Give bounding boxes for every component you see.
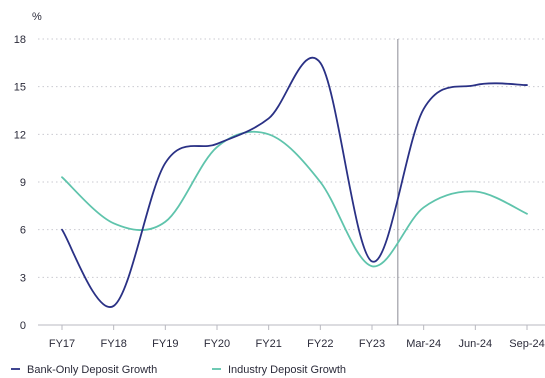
- x-tick-label: Jun-24: [459, 338, 493, 350]
- x-axis-ticks: FY17 FY18 FY19 FY20 FY21 FY22 FY23 Mar-24 Jun-24…: [49, 325, 545, 350]
- data-point-bank-only-deposit-growth: [319, 62, 321, 64]
- data-point-bank-only-deposit-growth: [526, 84, 528, 86]
- data-point-bank-only-deposit-growth: [371, 261, 373, 263]
- gridlines: [38, 38, 545, 278]
- y-tick-label: 12: [14, 129, 26, 141]
- data-point-industry-deposit-growth: [474, 191, 476, 193]
- data-point-industry-deposit-growth: [164, 221, 166, 223]
- series-line-bank-only-deposit-growth: [61, 56, 528, 308]
- data-point-industry-deposit-growth: [216, 146, 218, 148]
- legend-label: Bank-Only Deposit Growth: [27, 364, 157, 376]
- data-point-bank-only-deposit-growth: [474, 84, 476, 86]
- x-tick-label: FY22: [307, 338, 333, 350]
- x-tick-label: FY21: [256, 338, 282, 350]
- x-tick-label: Sep-24: [509, 338, 544, 350]
- y-tick-label: 3: [20, 272, 26, 284]
- data-point-bank-only-deposit-growth: [164, 162, 166, 164]
- data-point-industry-deposit-growth: [319, 181, 321, 183]
- x-tick-label: FY18: [101, 338, 127, 350]
- y-tick-label: 9: [20, 177, 26, 189]
- data-point-industry-deposit-growth: [268, 133, 270, 135]
- x-tick-label: FY20: [204, 338, 230, 350]
- y-axis-ticks: 0 3 6 9 12 15 18: [14, 34, 26, 332]
- data-point-industry-deposit-growth: [371, 265, 373, 267]
- series-lines: [61, 56, 528, 308]
- x-tick-label: FY19: [152, 338, 178, 350]
- data-point-bank-only-deposit-growth: [268, 118, 270, 120]
- y-tick-label: 0: [20, 320, 26, 332]
- y-tick-label: 15: [14, 82, 26, 94]
- data-point-bank-only-deposit-growth: [113, 305, 115, 307]
- data-point-industry-deposit-growth: [423, 207, 425, 209]
- data-point-industry-deposit-growth: [113, 222, 115, 224]
- data-point-industry-deposit-growth: [61, 176, 63, 178]
- legend: Bank-Only Deposit Growth Industry Deposit…: [11, 364, 346, 376]
- series-line-industry-deposit-growth: [61, 130, 528, 268]
- data-point-bank-only-deposit-growth: [216, 143, 218, 145]
- data-point-industry-deposit-growth: [526, 213, 528, 215]
- data-point-bank-only-deposit-growth: [423, 108, 425, 110]
- y-tick-label: 18: [14, 34, 26, 46]
- x-tick-label: FY23: [359, 338, 385, 350]
- x-tick-label: FY17: [49, 338, 75, 350]
- x-tick-label: Mar-24: [406, 338, 441, 350]
- y-tick-label: 6: [20, 225, 26, 237]
- legend-label: Industry Deposit Growth: [228, 364, 346, 376]
- data-point-bank-only-deposit-growth: [61, 229, 63, 231]
- y-axis-unit-label: %: [32, 11, 42, 23]
